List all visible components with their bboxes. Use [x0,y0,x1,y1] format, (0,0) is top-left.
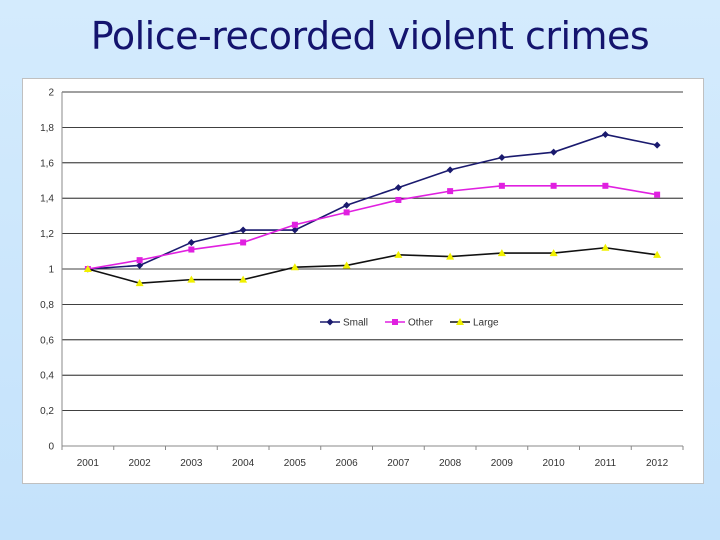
x-tick-label: 2004 [232,458,255,469]
x-tick-label: 2009 [491,458,514,469]
data-point-small [239,226,247,234]
legend-label-large: Large [473,318,499,329]
x-tick-label: 2003 [180,458,203,469]
data-point-large [239,275,248,283]
y-tick-label: 2 [48,88,54,99]
data-point-small [394,184,402,192]
legend-marker-other [392,319,398,325]
data-point-small [187,238,195,246]
y-tick-label: 0 [48,442,54,453]
legend-marker-large [456,318,464,325]
data-point-large [135,279,144,287]
y-tick-label: 1,2 [40,229,54,240]
data-point-other [498,182,505,189]
data-point-large [446,252,455,260]
data-point-large [653,250,662,258]
y-tick-label: 1,8 [40,123,54,134]
data-point-small [343,201,351,209]
data-point-small [550,148,558,156]
x-tick-label: 2012 [646,458,669,469]
slide-title: Police-recorded violent crimes [90,14,650,58]
data-point-other [395,196,402,203]
data-point-small [136,261,144,269]
y-tick-label: 1,6 [40,158,54,169]
x-tick-label: 2007 [387,458,410,469]
data-point-large [342,261,351,269]
x-tick-label: 2011 [595,458,617,469]
legend-label-small: Small [343,318,368,329]
data-point-other [447,188,454,195]
data-point-large [394,250,403,258]
legend-marker-small [326,318,334,326]
x-tick-label: 2008 [439,458,462,469]
x-tick-label: 2002 [129,458,152,469]
x-tick-label: 2010 [543,458,566,469]
y-tick-label: 0,8 [40,300,54,311]
y-tick-label: 1,4 [40,194,54,205]
data-point-other [602,182,609,189]
data-point-other [291,221,298,228]
data-point-other [550,182,557,189]
y-tick-label: 1 [48,265,54,276]
y-tick-label: 0,6 [40,335,54,346]
data-point-other [188,246,195,253]
x-tick-label: 2001 [77,458,100,469]
data-point-large [497,249,506,257]
data-point-large [290,263,299,271]
data-point-large [83,265,92,272]
data-point-other [240,239,247,246]
data-point-small [653,141,661,149]
data-point-small [446,166,454,174]
data-point-large [601,243,610,251]
data-point-large [187,275,196,283]
data-point-large [549,249,558,257]
series-line-large [87,246,658,284]
y-tick-label: 0,2 [40,406,54,417]
x-tick-label: 2005 [284,458,307,469]
y-tick-label: 0,4 [40,371,54,382]
data-point-other [654,191,661,198]
data-point-other [136,257,143,264]
legend-label-other: Other [408,318,434,329]
data-point-other [343,209,350,216]
series-line-small [87,133,658,270]
data-point-small [498,153,506,161]
series-line-other [87,185,658,270]
x-tick-label: 2006 [336,458,359,469]
data-point-small [291,226,299,234]
data-point-small [601,130,609,138]
